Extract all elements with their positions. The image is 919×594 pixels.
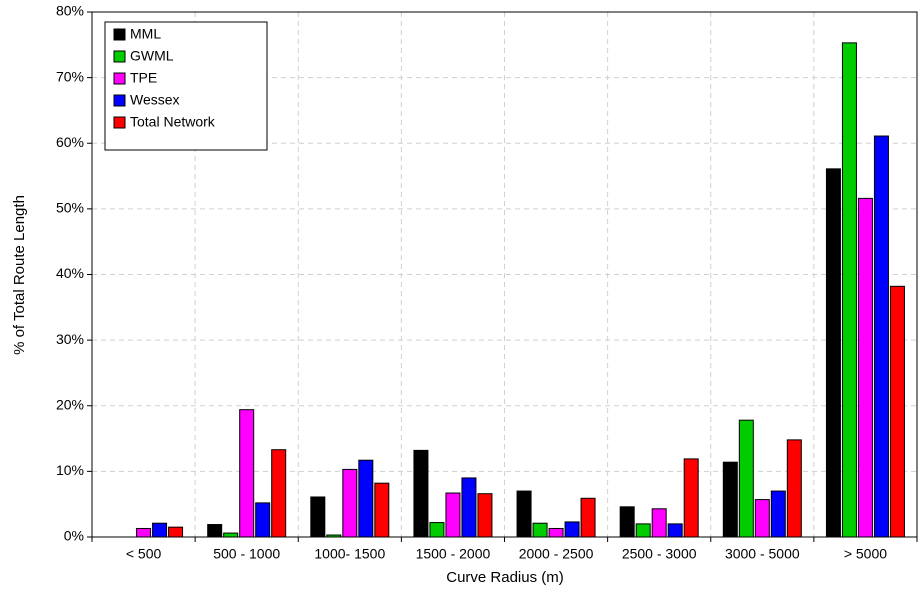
bar bbox=[754, 499, 770, 538]
y-tick-label: 10% bbox=[56, 462, 84, 478]
y-tick-label: 80% bbox=[56, 3, 84, 19]
legend-label: GWML bbox=[130, 48, 174, 64]
bar bbox=[207, 524, 223, 538]
bar bbox=[841, 42, 857, 538]
legend-swatch bbox=[113, 28, 126, 41]
legend-label: TPE bbox=[130, 70, 157, 86]
bar bbox=[873, 135, 889, 538]
x-tick-label: 1500 - 2000 bbox=[416, 546, 491, 562]
bar bbox=[825, 168, 841, 538]
bar bbox=[445, 492, 461, 538]
x-tick-label: 3000 - 5000 bbox=[725, 546, 800, 562]
y-tick-label: 20% bbox=[56, 396, 84, 412]
bar bbox=[168, 526, 184, 538]
legend-label: Wessex bbox=[130, 92, 180, 108]
legend-swatch bbox=[113, 116, 126, 129]
bar bbox=[770, 490, 786, 538]
bar bbox=[223, 532, 239, 538]
bar bbox=[738, 419, 754, 538]
y-tick-label: 30% bbox=[56, 331, 84, 347]
bar bbox=[255, 502, 271, 538]
bar bbox=[619, 506, 635, 538]
legend-swatch bbox=[113, 50, 126, 63]
y-tick-label: 50% bbox=[56, 200, 84, 216]
x-tick-label: 2000 - 2500 bbox=[519, 546, 594, 562]
x-tick-label: 1000- 1500 bbox=[314, 546, 385, 562]
bar bbox=[889, 285, 905, 538]
bar bbox=[548, 527, 564, 538]
bar bbox=[857, 197, 873, 538]
bar bbox=[786, 439, 802, 538]
bar bbox=[429, 522, 445, 538]
bar bbox=[358, 459, 374, 538]
legend-label: Total Network bbox=[130, 114, 216, 130]
legend-label: MML bbox=[130, 26, 161, 42]
y-tick-label: 70% bbox=[56, 68, 84, 84]
bar bbox=[310, 496, 326, 538]
x-axis-title: Curve Radius (m) bbox=[446, 569, 564, 586]
bar bbox=[326, 534, 342, 538]
y-axis-title: % of Total Route Length bbox=[11, 195, 28, 355]
x-tick-label: 500 - 1000 bbox=[213, 546, 280, 562]
bar bbox=[477, 493, 493, 538]
bar bbox=[564, 521, 580, 538]
y-tick-label: 0% bbox=[64, 528, 84, 544]
legend-box bbox=[104, 21, 268, 151]
bar bbox=[722, 461, 738, 538]
bar bbox=[136, 527, 152, 538]
bar bbox=[667, 523, 683, 538]
bar bbox=[651, 508, 667, 538]
x-tick-label: < 500 bbox=[126, 546, 162, 562]
bar bbox=[461, 477, 477, 538]
bar bbox=[532, 522, 548, 538]
bar bbox=[374, 482, 390, 538]
bar bbox=[413, 449, 429, 538]
x-tick-label: > 5000 bbox=[844, 546, 887, 562]
bar bbox=[580, 497, 596, 538]
bar bbox=[635, 523, 651, 538]
plot-border bbox=[91, 11, 918, 538]
legend-swatch bbox=[113, 72, 126, 85]
bar bbox=[152, 522, 168, 538]
bar bbox=[271, 449, 287, 538]
y-tick-label: 60% bbox=[56, 134, 84, 150]
bar bbox=[342, 468, 358, 538]
bar bbox=[239, 409, 255, 538]
bar bbox=[683, 458, 699, 538]
y-tick-label: 40% bbox=[56, 265, 84, 281]
legend-swatch bbox=[113, 94, 126, 107]
x-tick-label: 2500 - 3000 bbox=[622, 546, 697, 562]
bar bbox=[516, 490, 532, 538]
